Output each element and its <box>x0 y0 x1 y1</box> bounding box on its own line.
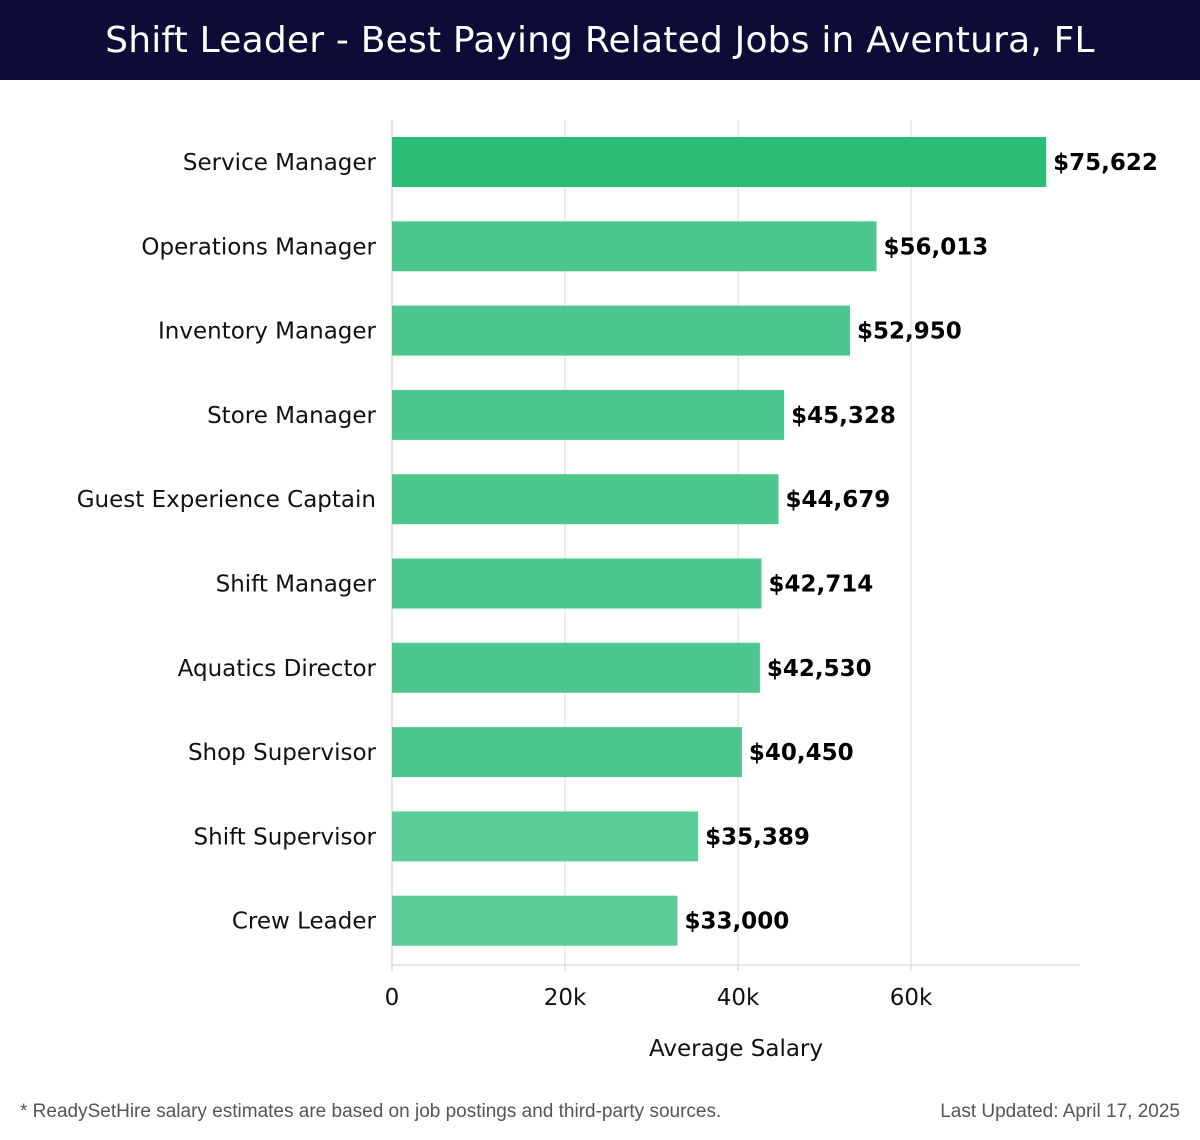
bar <box>392 727 742 778</box>
category-label: Service Manager <box>183 150 377 176</box>
bar <box>392 642 760 693</box>
category-label: Shop Supervisor <box>188 740 377 766</box>
bar <box>392 221 877 272</box>
bar <box>392 558 762 609</box>
category-label: Inventory Manager <box>158 319 377 345</box>
category-label: Guest Experience Captain <box>77 487 376 513</box>
category-label: Store Manager <box>207 403 376 429</box>
last-updated: Last Updated: April 17, 2025 <box>940 1101 1180 1122</box>
bar <box>392 895 678 946</box>
value-label: $45,328 <box>791 403 896 429</box>
title-bar: Shift Leader - Best Paying Related Jobs … <box>0 0 1200 80</box>
bar <box>392 811 699 862</box>
value-label: $33,000 <box>684 909 789 935</box>
bar <box>392 305 851 356</box>
category-label: Shift Supervisor <box>194 824 377 850</box>
value-label: $42,530 <box>767 656 872 682</box>
value-label: $44,679 <box>785 487 890 513</box>
value-label: $40,450 <box>749 740 854 766</box>
category-label: Shift Manager <box>216 572 377 598</box>
x-tick-label: 20k <box>544 985 587 1011</box>
footer-note: * ReadySetHire salary estimates are base… <box>20 1101 722 1122</box>
category-label: Aquatics Director <box>178 656 377 682</box>
value-label: $35,389 <box>705 824 810 850</box>
value-label: $52,950 <box>857 319 962 345</box>
x-tick-label: 0 <box>385 985 400 1011</box>
x-axis-label: Average Salary <box>649 1036 823 1062</box>
x-tick-label: 60k <box>890 985 933 1011</box>
value-label: $42,714 <box>768 572 873 598</box>
category-label: Operations Manager <box>141 234 376 260</box>
page-title: Shift Leader - Best Paying Related Jobs … <box>105 19 1095 61</box>
bar <box>392 389 785 440</box>
value-label: $75,622 <box>1053 150 1158 176</box>
value-label: $56,013 <box>884 234 989 260</box>
x-tick-label: 40k <box>717 985 760 1011</box>
salary-bar-chart: 0 20k 40k 60k Average Salary Service Manager $… <box>77 120 1158 1062</box>
bar <box>392 474 779 525</box>
bar <box>392 137 1047 187</box>
category-label: Crew Leader <box>232 909 377 935</box>
